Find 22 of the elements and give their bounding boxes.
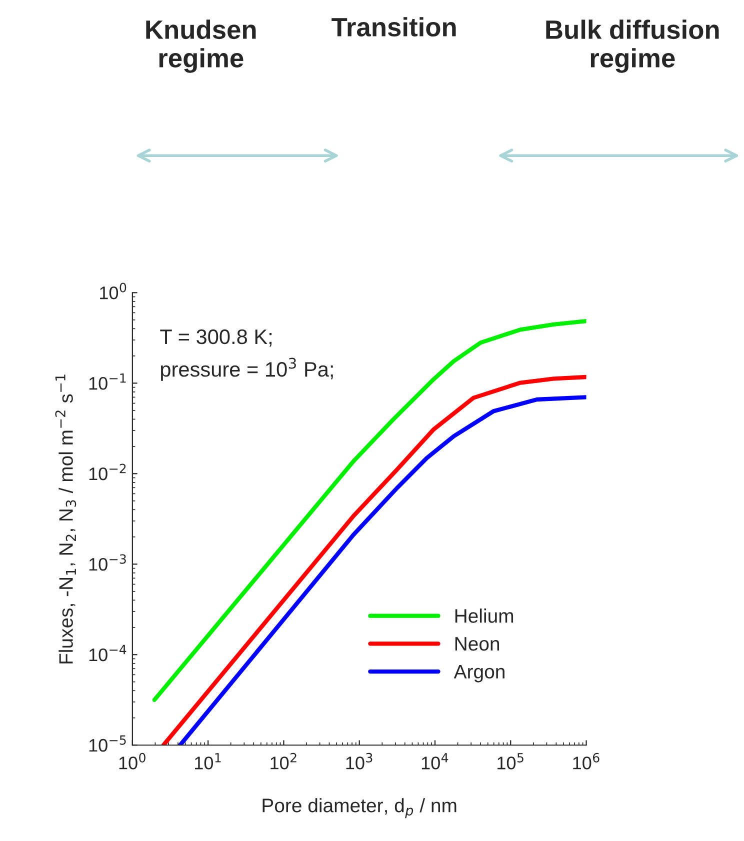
- text: Fluxes, -N$_{1}$, N$_{2}$, N$_{3}$ / mol m$^{−2}$ s$^{−1}$: [55, 374, 76, 664]
- legend-label: Argon: [454, 664, 504, 682]
- legend-label: Neon: [455, 637, 500, 651]
- y-tick-label: 10$^{−2}$: [89, 464, 126, 480]
- text: Transition: [332, 17, 456, 37]
- x-tick-label: 10$^{3}$: [346, 752, 372, 770]
- x-tick-label: 10$^{6}$: [573, 752, 600, 770]
- y-tick-label: 10$^{−5}$: [89, 735, 126, 752]
- y-tick-label: 10$^{−3}$: [89, 554, 126, 571]
- x-tick-label: 10$^{1}$: [195, 753, 221, 770]
- x-tick-label: 10$^{5}$: [498, 753, 524, 770]
- y-tick-label: 10$^{−4}$: [89, 644, 126, 662]
- x-tick-label: 10$^{2}$: [270, 752, 296, 770]
- legend-label: Helium: [455, 608, 514, 623]
- annotation: T = 300.8 K; pressure = 10$^{3}$ Pa;: [160, 329, 333, 381]
- y-tick-label: 10$^{−1}$: [89, 373, 126, 390]
- x-tick-label: 10$^{0}$: [119, 752, 146, 770]
- x-axis-title: Pore diameter, d$_{p}$ / nm: [262, 798, 456, 818]
- y-tick-label: 10$^{0}$: [100, 282, 126, 300]
- text: Knudsen regime: [146, 20, 256, 73]
- x-tick-label: 10$^{4}$: [422, 753, 448, 770]
- text: Bulk diffusion regime: [546, 20, 719, 73]
